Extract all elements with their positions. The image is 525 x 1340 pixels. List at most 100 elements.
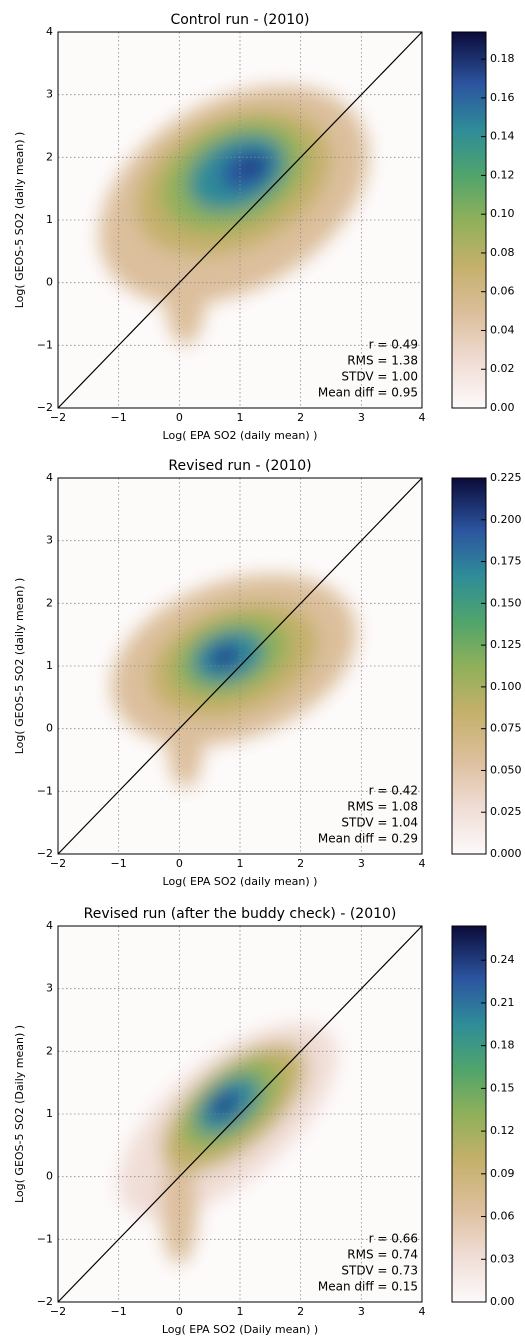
density-field — [118, 1023, 338, 1265]
y-tick-label: −2 — [37, 847, 53, 860]
panel: Control run - (2010) −2 −1 0 1 2 3 4 −2 −1 0 1 2 3 4 r … — [13, 12, 515, 442]
stat-annotation: RMS = 1.08 — [347, 800, 418, 814]
colorbar-tick-label: 0.200 — [490, 513, 522, 526]
stat-annotation: RMS = 1.38 — [347, 354, 418, 368]
stat-annotation: STDV = 1.00 — [341, 370, 418, 384]
colorbar-tick-label: 0.100 — [490, 680, 522, 693]
stat-annotation: r = 0.49 — [369, 338, 418, 352]
y-tick-label: 4 — [46, 471, 53, 484]
colorbar-tick-label: 0.16 — [490, 91, 515, 104]
colorbar-tick-label: 0.10 — [490, 207, 515, 220]
density-layers — [111, 574, 357, 789]
x-tick-label: 0 — [176, 411, 183, 424]
colorbar-tick-label: 0.08 — [490, 246, 515, 259]
colorbar-tick-label: 0.150 — [490, 596, 522, 609]
x-tick-label: 1 — [237, 1305, 244, 1318]
x-axis-label: Log( EPA SO2 (Daily mean) ) — [162, 1323, 318, 1336]
colorbar-tick-label: 0.18 — [490, 1039, 515, 1052]
density-layers — [118, 1023, 338, 1265]
chart-title: Control run - (2010) — [170, 12, 309, 28]
x-tick-label: −2 — [50, 1305, 66, 1318]
y-tick-label: 1 — [46, 659, 53, 672]
x-tick-label: −1 — [111, 411, 127, 424]
density-level — [164, 232, 207, 346]
x-tick-label: −1 — [111, 1305, 127, 1318]
y-tick-label: 2 — [46, 1044, 53, 1057]
x-tick-label: −2 — [50, 857, 66, 870]
y-tick-label: 0 — [46, 276, 53, 289]
x-tick-label: 2 — [297, 411, 304, 424]
colorbar-tick-label: 0.06 — [490, 285, 515, 298]
identity-line — [57, 477, 423, 855]
colorbar-tick-label: 0.03 — [490, 1252, 515, 1265]
density-field — [99, 85, 369, 346]
y-tick-label: 0 — [46, 1170, 53, 1183]
stat-annotation: Mean diff = 0.29 — [318, 832, 418, 846]
y-tick-label: 2 — [46, 150, 53, 163]
density-layers — [99, 85, 369, 346]
chart-title: Revised run - (2010) — [168, 458, 311, 474]
y-tick-label: −1 — [37, 1232, 53, 1245]
y-tick-label: 4 — [46, 919, 53, 932]
colorbar-tick-label: 0.075 — [490, 722, 522, 735]
colorbar — [451, 925, 487, 1303]
y-tick-label: 4 — [46, 25, 53, 38]
colorbar-tick-label: 0.14 — [490, 130, 515, 143]
density-field — [111, 574, 357, 789]
plot-frame — [57, 925, 423, 1303]
colorbar-tick-label: 0.000 — [490, 847, 522, 860]
y-tick-label: 0 — [46, 722, 53, 735]
panel: Revised run - (2010) −2 −1 0 1 2 3 4 −2 −1 0 1 2 3 4 r … — [13, 458, 522, 888]
colorbar-tick-label: 0.21 — [490, 996, 515, 1009]
colorbar-tick-label: 0.050 — [490, 763, 522, 776]
x-tick-label: 2 — [297, 857, 304, 870]
colorbar-tick-label: 0.225 — [490, 471, 522, 484]
x-tick-label: 3 — [358, 411, 365, 424]
colorbar-tick-label: 0.18 — [490, 52, 515, 65]
panel: Revised run (after the buddy check) - (2… — [13, 906, 515, 1336]
stat-annotation: RMS = 0.74 — [347, 1248, 418, 1262]
x-tick-label: −2 — [50, 411, 66, 424]
density-level — [167, 694, 204, 789]
plot-frame — [57, 477, 423, 855]
x-tick-label: 4 — [419, 1305, 426, 1318]
colorbar-tick-label: 0.12 — [490, 1124, 515, 1137]
y-tick-label: 3 — [46, 534, 53, 547]
x-tick-label: −1 — [111, 857, 127, 870]
stat-annotation: Mean diff = 0.95 — [318, 386, 418, 400]
density-level — [217, 1099, 229, 1110]
x-tick-label: 2 — [297, 1305, 304, 1318]
plot-frame — [57, 31, 423, 409]
density-level — [243, 160, 261, 173]
y-tick-label: −2 — [37, 1295, 53, 1308]
identity-line — [57, 925, 423, 1303]
stat-annotation: r = 0.42 — [369, 784, 418, 798]
colorbar-tick-label: 0.02 — [490, 362, 515, 375]
colorbar-tick-label: 0.09 — [490, 1167, 515, 1180]
colorbar — [451, 477, 487, 855]
y-tick-label: 1 — [46, 213, 53, 226]
x-axis-label: Log( EPA SO2 (daily mean) ) — [163, 429, 318, 442]
y-tick-label: 2 — [46, 596, 53, 609]
colorbar-tick-label: 0.00 — [490, 1295, 515, 1308]
stat-annotation: STDV = 0.73 — [341, 1264, 418, 1278]
x-tick-label: 1 — [237, 411, 244, 424]
colorbar-tick-label: 0.06 — [490, 1210, 515, 1223]
y-axis-label: Log( GEOS-5 SO2 (Daily mean) ) — [13, 1025, 26, 1203]
x-tick-label: 0 — [176, 1305, 183, 1318]
y-tick-label: −2 — [37, 401, 53, 414]
y-tick-label: −1 — [37, 338, 53, 351]
colorbar — [451, 31, 487, 409]
chart-title: Revised run (after the buddy check) - (2… — [84, 906, 397, 922]
x-tick-label: 3 — [358, 857, 365, 870]
colorbar-tick-label: 0.025 — [490, 805, 522, 818]
y-axis-label: Log( GEOS-5 SO2 (daily mean) ) — [13, 578, 26, 755]
x-axis-label: Log( EPA SO2 (daily mean) ) — [163, 875, 318, 888]
y-tick-label: 1 — [46, 1107, 53, 1120]
colorbar-tick-label: 0.24 — [490, 953, 515, 966]
density-level — [161, 1151, 198, 1265]
colorbar-tick-label: 0.12 — [490, 168, 515, 181]
colorbar-tick-label: 0.04 — [490, 323, 515, 336]
y-tick-label: −1 — [37, 784, 53, 797]
x-tick-label: 1 — [237, 857, 244, 870]
